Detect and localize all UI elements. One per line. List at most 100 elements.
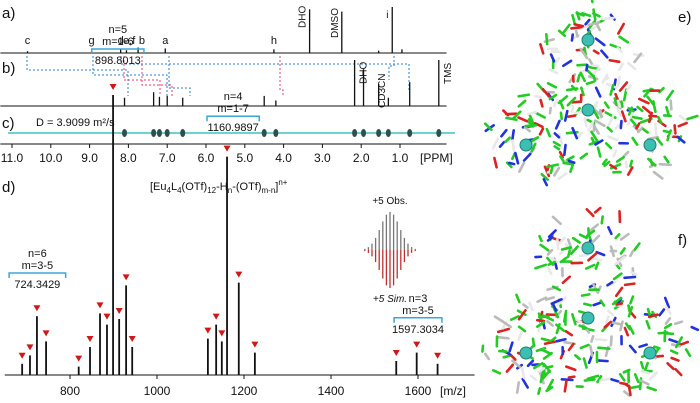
bond <box>571 13 576 25</box>
bond <box>498 140 506 148</box>
bond <box>643 361 649 373</box>
bond <box>552 303 558 312</box>
bond <box>589 344 594 358</box>
formula-part: 4 <box>167 186 172 195</box>
correlation-lines <box>26 56 410 96</box>
bond <box>630 271 638 276</box>
bond <box>638 379 650 386</box>
bond <box>588 140 600 146</box>
bond <box>583 46 587 56</box>
bond <box>669 349 679 355</box>
bond <box>566 249 572 258</box>
bond <box>564 365 577 372</box>
bond <box>514 151 520 165</box>
bond <box>584 18 591 26</box>
bond <box>658 308 666 317</box>
bond <box>601 16 615 21</box>
x-tick-label: 800 <box>60 384 80 398</box>
bond <box>599 299 606 307</box>
bond <box>578 253 589 258</box>
bond <box>517 330 524 341</box>
bond <box>537 387 542 395</box>
bond <box>509 315 520 321</box>
solvent-label: DHO <box>298 6 309 28</box>
bond <box>623 275 637 280</box>
solvent-label: CD3CN <box>377 74 388 108</box>
bond <box>517 116 529 123</box>
bond <box>545 385 554 393</box>
bond <box>549 53 556 64</box>
formula-part: -H <box>216 181 228 193</box>
group-bracket <box>91 48 145 54</box>
panel-label: b) <box>2 60 15 77</box>
peak-marker <box>218 330 226 337</box>
bond <box>654 122 658 136</box>
bond <box>665 105 671 117</box>
bond <box>580 293 591 297</box>
bond <box>546 256 555 266</box>
bond <box>583 378 596 382</box>
bond <box>614 286 624 298</box>
bond <box>527 118 535 125</box>
bond <box>576 63 588 67</box>
bond <box>605 82 618 89</box>
bond <box>658 86 665 94</box>
bond <box>657 331 669 335</box>
bond <box>619 232 630 241</box>
bond <box>533 111 546 119</box>
bond <box>639 360 645 370</box>
bond <box>664 305 672 315</box>
bond <box>548 68 559 75</box>
bond <box>550 256 560 264</box>
panel-labels: a) b) c) d) e) f) <box>2 5 691 249</box>
peak-marker <box>115 308 123 314</box>
bond <box>620 110 627 123</box>
bond <box>612 149 618 158</box>
peak-label: g <box>88 35 94 47</box>
bond <box>546 320 554 327</box>
peak-marker <box>413 341 421 348</box>
bond <box>493 315 504 323</box>
bond <box>640 369 650 375</box>
bond <box>590 0 594 4</box>
bond <box>592 74 597 82</box>
panel-label: d) <box>2 179 15 196</box>
bond <box>531 363 540 367</box>
bond <box>590 67 601 77</box>
bond <box>496 327 511 334</box>
x-tick-label: 1000 <box>144 384 171 398</box>
bond <box>585 208 595 218</box>
bond <box>631 115 643 120</box>
bond <box>601 158 608 166</box>
bond <box>647 313 659 319</box>
bond <box>590 335 595 343</box>
link <box>168 56 191 96</box>
formula-part: n <box>228 186 232 195</box>
dosy-spot <box>436 129 442 137</box>
bond <box>505 116 518 122</box>
bond <box>606 280 614 287</box>
bond <box>507 161 516 166</box>
bond <box>515 293 521 304</box>
bond <box>571 236 581 244</box>
obs-label: +5 Obs. <box>372 196 407 207</box>
bond <box>614 233 621 240</box>
x-tick-label: 10.0 <box>39 151 63 165</box>
bond <box>590 130 599 142</box>
bond <box>552 98 559 108</box>
bond <box>607 225 613 236</box>
x-tick-label: 1200 <box>231 384 258 398</box>
bond <box>627 61 637 71</box>
bond <box>517 325 527 333</box>
bond <box>543 340 557 346</box>
peak-marker <box>26 344 34 351</box>
bond <box>633 373 640 384</box>
bond <box>597 346 611 350</box>
bond <box>557 236 566 246</box>
bond <box>616 107 622 118</box>
bond <box>635 122 641 130</box>
bond <box>493 156 498 169</box>
group-bracket <box>393 317 443 323</box>
bond <box>656 115 663 124</box>
bond <box>594 37 606 47</box>
